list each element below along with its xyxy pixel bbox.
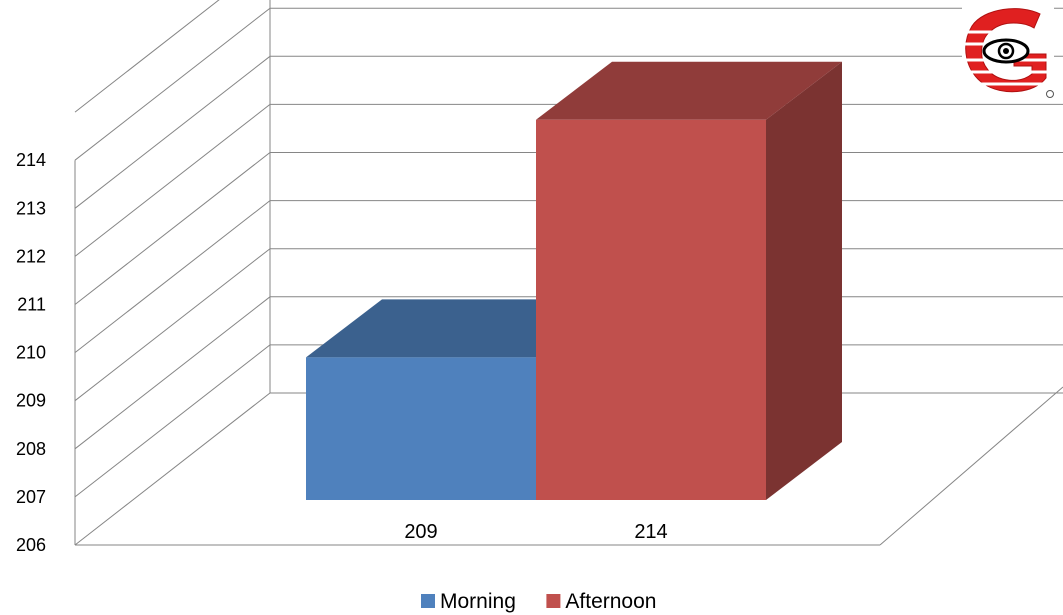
bar-front-face bbox=[306, 357, 536, 500]
y-tick-label: 213 bbox=[16, 198, 46, 218]
y-tick-label: 211 bbox=[17, 295, 46, 315]
y-axis-tick-labels: 206 207 208 209 210 211 212 213 214 bbox=[16, 150, 46, 555]
data-label: 214 bbox=[634, 521, 667, 543]
y-tick-label: 214 bbox=[16, 150, 46, 170]
bar-side-face bbox=[766, 61, 842, 501]
y-tick-label: 209 bbox=[16, 391, 46, 411]
floor-right-edge bbox=[879, 386, 1063, 546]
bar-top-face bbox=[306, 299, 612, 358]
legend-swatch bbox=[421, 594, 435, 608]
legend-label: Afternoon bbox=[565, 590, 656, 613]
chart-legend: Morning Afternoon bbox=[421, 590, 656, 613]
bar-top-face bbox=[536, 61, 842, 120]
gridline bbox=[74, 0, 220, 113]
y-tick-label: 206 bbox=[16, 535, 46, 555]
bar-front-face bbox=[536, 119, 766, 501]
chart-bars bbox=[306, 61, 842, 501]
bar-afternoon bbox=[536, 61, 842, 501]
y-tick-label: 207 bbox=[16, 487, 46, 507]
legend-label: Morning bbox=[440, 590, 516, 613]
y-tick-label: 208 bbox=[16, 439, 46, 459]
y-tick-label: 210 bbox=[16, 343, 46, 363]
chart-gridlines bbox=[74, 0, 1063, 546]
legend-swatch bbox=[546, 594, 561, 608]
y-tick-label: 212 bbox=[16, 246, 46, 266]
data-label: 209 bbox=[404, 521, 437, 543]
data-labels: 209 214 bbox=[404, 521, 667, 543]
eye-logo-icon bbox=[962, 4, 1054, 98]
